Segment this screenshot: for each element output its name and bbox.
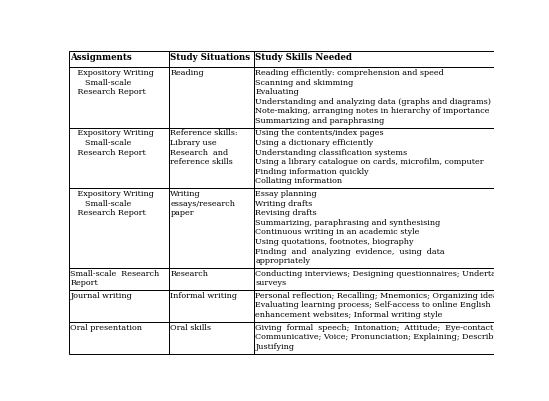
Text: Finding  and  analyzing  evidence,  using  data: Finding and analyzing evidence, using da… [255, 247, 445, 255]
Text: Reading efficiently: comprehension and speed: Reading efficiently: comprehension and s… [255, 69, 444, 77]
Text: Scanning and skimming: Scanning and skimming [255, 79, 354, 87]
Text: Small-scale: Small-scale [70, 139, 132, 147]
Text: Small-scale: Small-scale [70, 79, 132, 87]
Text: Oral skills: Oral skills [170, 324, 211, 332]
Text: Understanding and analyzing data (graphs and diagrams): Understanding and analyzing data (graphs… [255, 98, 491, 106]
Text: Research  and: Research and [170, 149, 228, 157]
Bar [69, 290, 169, 322]
Bar [169, 188, 254, 268]
Text: Research: Research [170, 269, 208, 277]
Text: Research Report: Research Report [70, 88, 146, 96]
Bar [69, 128, 169, 188]
Bar [169, 67, 254, 128]
Bar [169, 290, 254, 322]
Text: Report: Report [70, 279, 98, 287]
Text: enhancement websites; Informal writing style: enhancement websites; Informal writing s… [255, 311, 443, 319]
Text: Research Report: Research Report [70, 149, 146, 157]
Text: Small-scale  Research: Small-scale Research [70, 269, 160, 277]
Text: Study Situations: Study Situations [170, 53, 250, 62]
Text: Study Skills Needed: Study Skills Needed [255, 53, 352, 62]
Text: Using a library catalogue on cards, microfilm, computer: Using a library catalogue on cards, micr… [255, 158, 484, 166]
Text: Using a dictionary efficiently: Using a dictionary efficiently [255, 139, 373, 147]
Text: Giving  formal  speech;  Intonation;  Attitude;  Eye-contact;: Giving formal speech; Intonation; Attitu… [255, 324, 496, 332]
Bar [169, 128, 254, 188]
Text: Reference skills:: Reference skills: [170, 130, 238, 138]
Text: Note-making, arranging notes in hierarchy of importance: Note-making, arranging notes in hierarch… [255, 107, 490, 115]
Bar [254, 51, 494, 67]
Text: appropriately: appropriately [255, 257, 310, 265]
Bar [169, 322, 254, 354]
Text: Expository Writing: Expository Writing [70, 130, 154, 138]
Bar [69, 67, 169, 128]
Text: Communicative; Voice; Pronunciation; Explaining; Describing;: Communicative; Voice; Pronunciation; Exp… [255, 333, 509, 341]
Bar [254, 322, 494, 354]
Bar [69, 51, 169, 67]
Bar [69, 188, 169, 268]
Text: Using quotations, footnotes, biography: Using quotations, footnotes, biography [255, 238, 414, 246]
Text: Understanding classification systems: Understanding classification systems [255, 149, 407, 157]
Text: Assignments: Assignments [70, 53, 132, 62]
Text: Evaluating: Evaluating [255, 88, 299, 96]
Bar [69, 268, 169, 290]
Text: Essay planning: Essay planning [255, 190, 317, 198]
Text: Justifying: Justifying [255, 343, 294, 351]
Text: Continuous writing in an academic style: Continuous writing in an academic style [255, 228, 420, 236]
Text: surveys: surveys [255, 279, 287, 287]
Text: Revising drafts: Revising drafts [255, 209, 317, 217]
Text: Small-scale: Small-scale [70, 200, 132, 208]
Bar [254, 268, 494, 290]
Bar [254, 128, 494, 188]
Text: Research Report: Research Report [70, 209, 146, 217]
Text: Using the contents/index pages: Using the contents/index pages [255, 130, 384, 138]
Text: Collating information: Collating information [255, 177, 343, 185]
Text: paper: paper [170, 209, 194, 217]
Text: reference skills: reference skills [170, 158, 233, 166]
Bar [254, 290, 494, 322]
Text: Writing: Writing [170, 190, 201, 198]
Text: essays/research: essays/research [170, 200, 236, 208]
Text: Library use: Library use [170, 139, 217, 147]
Text: Reading: Reading [170, 69, 204, 77]
Text: Informal writing: Informal writing [170, 292, 237, 300]
Bar [254, 188, 494, 268]
Bar [254, 67, 494, 128]
Text: Summarizing and paraphrasing: Summarizing and paraphrasing [255, 117, 385, 125]
Text: Expository Writing: Expository Writing [70, 69, 154, 77]
Bar [169, 268, 254, 290]
Text: Evaluating learning process; Self-access to online English: Evaluating learning process; Self-access… [255, 302, 491, 310]
Text: Summarizing, paraphrasing and synthesising: Summarizing, paraphrasing and synthesisi… [255, 219, 441, 227]
Bar [169, 51, 254, 67]
Text: Finding information quickly: Finding information quickly [255, 168, 369, 176]
Text: Oral presentation: Oral presentation [70, 324, 142, 332]
Text: Writing drafts: Writing drafts [255, 200, 313, 208]
Text: Journal writing: Journal writing [70, 292, 132, 300]
Text: Expository Writing: Expository Writing [70, 190, 154, 198]
Text: Conducting interviews; Designing questionnaires; Undertaking: Conducting interviews; Designing questio… [255, 269, 514, 277]
Text: Personal reflection; Recalling; Mnemonics; Organizing ideas;: Personal reflection; Recalling; Mnemonic… [255, 292, 505, 300]
Bar [69, 322, 169, 354]
